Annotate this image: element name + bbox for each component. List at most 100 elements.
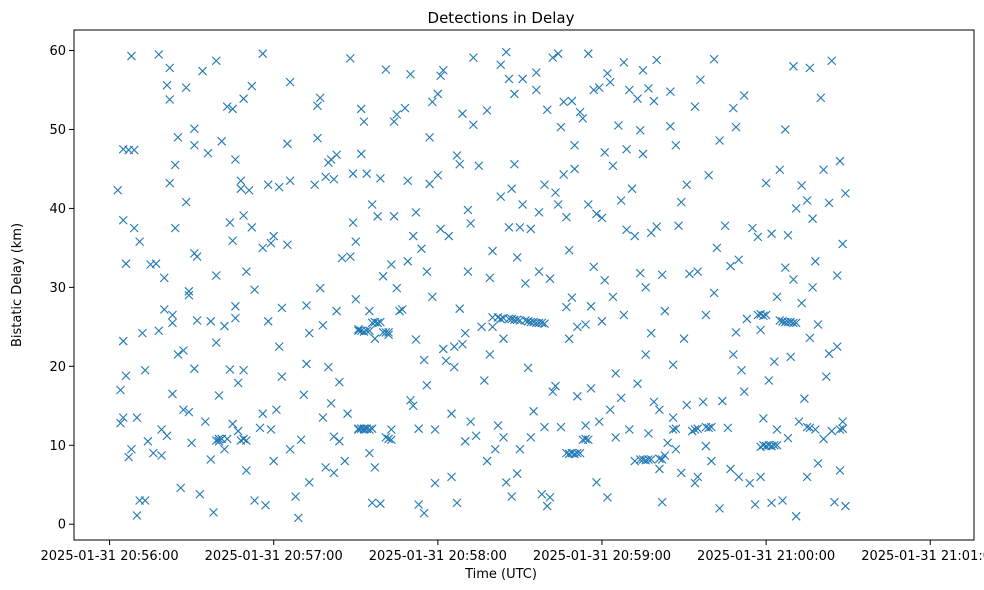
data-point (542, 501, 552, 511)
data-point (436, 224, 445, 234)
data-point (244, 185, 254, 195)
data-point (263, 180, 273, 190)
data-point (367, 498, 377, 508)
data-point (381, 65, 391, 74)
data-point (548, 387, 558, 396)
data-point (529, 406, 538, 416)
data-point (564, 245, 574, 255)
data-point (151, 259, 161, 269)
data-point (731, 122, 741, 132)
data-point (447, 409, 456, 419)
data-point (184, 286, 194, 296)
data-point (581, 434, 590, 444)
data-point (365, 425, 374, 434)
data-point (810, 256, 820, 266)
data-point (332, 306, 342, 316)
data-point (512, 252, 522, 262)
data-point (419, 355, 429, 365)
data-point (206, 316, 216, 326)
data-point (723, 423, 733, 433)
data-point (562, 212, 571, 222)
data-point (343, 409, 352, 419)
y-tick-label: 0 (58, 518, 66, 533)
data-point (624, 85, 634, 95)
data-point (567, 96, 577, 106)
data-point (575, 107, 585, 117)
data-point (258, 409, 268, 419)
data-point (715, 504, 724, 513)
data-point (646, 328, 656, 338)
data-point (433, 89, 443, 99)
data-point (176, 483, 186, 493)
data-point (562, 302, 571, 312)
data-point (362, 326, 372, 336)
data-point (121, 259, 131, 269)
data-point (551, 381, 560, 391)
data-point (772, 440, 782, 450)
data-point (827, 426, 837, 436)
data-point (408, 231, 418, 241)
data-point (356, 149, 366, 159)
data-point (706, 422, 716, 432)
data-point (291, 492, 300, 501)
data-point (449, 362, 459, 372)
data-point (132, 413, 142, 423)
data-point (430, 478, 440, 488)
data-point (832, 342, 842, 351)
data-point (299, 390, 309, 400)
data-point (611, 369, 621, 378)
data-point (608, 161, 618, 171)
data-point (433, 170, 443, 180)
data-point (116, 385, 125, 395)
data-point (592, 477, 601, 487)
data-point (742, 314, 752, 324)
data-point (572, 391, 582, 401)
data-point (504, 222, 514, 232)
data-point (523, 363, 533, 373)
data-point (118, 215, 128, 225)
data-point (581, 320, 590, 329)
data-point (633, 94, 642, 104)
x-axis: 2025-01-31 20:56:00 2025-01-31 20:57:00 20… (41, 540, 984, 564)
data-point (660, 451, 670, 460)
data-point (430, 425, 440, 434)
data-point (655, 405, 664, 415)
data-point (206, 455, 216, 464)
data-point (304, 328, 314, 338)
data-point (676, 468, 686, 478)
data-point (384, 327, 393, 337)
data-point (769, 357, 779, 366)
data-point (665, 121, 675, 131)
data-point (458, 339, 467, 349)
data-point (389, 117, 399, 126)
data-point (611, 432, 621, 442)
data-point (168, 389, 177, 399)
data-point (767, 229, 776, 239)
data-point (313, 133, 322, 143)
data-point (165, 63, 175, 73)
data-point (830, 497, 839, 507)
data-point (674, 221, 683, 231)
y-tick-label: 20 (49, 360, 66, 375)
data-point (520, 316, 530, 325)
data-point (821, 372, 831, 381)
data-point (676, 197, 686, 207)
data-point (545, 274, 555, 284)
data-point (526, 432, 536, 442)
data-point (589, 85, 599, 95)
data-point (143, 436, 153, 446)
data-point (578, 114, 588, 123)
data-point (501, 47, 511, 57)
data-point (179, 346, 188, 355)
data-point (496, 314, 506, 324)
data-point (641, 282, 651, 292)
data-point (808, 282, 817, 292)
data-point (635, 268, 645, 278)
data-point (638, 149, 648, 159)
data-point (682, 180, 692, 190)
data-point (187, 438, 197, 448)
data-point (427, 97, 437, 107)
data-point (783, 230, 793, 240)
data-point (159, 305, 169, 314)
